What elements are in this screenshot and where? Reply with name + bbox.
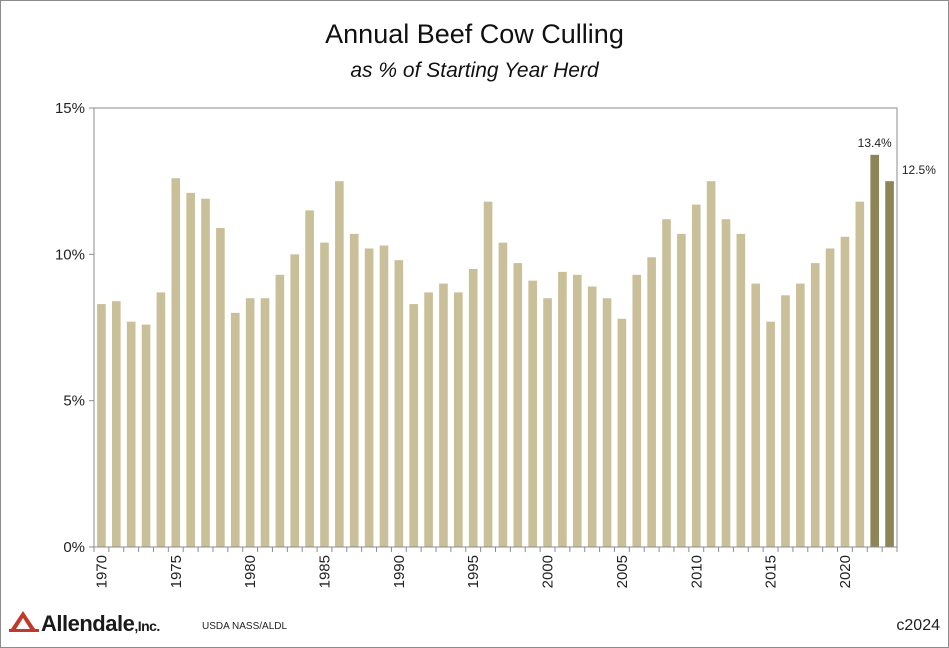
x-tick-label: 1980 <box>242 555 259 588</box>
bar-2012 <box>721 219 731 547</box>
copyright-note: c2024 <box>896 617 940 634</box>
bar-2016 <box>781 295 790 547</box>
bar-1998 <box>513 263 523 547</box>
bar-1990 <box>394 260 404 547</box>
bar-1976 <box>186 192 195 547</box>
bars-group <box>97 154 894 548</box>
bar-1983 <box>290 254 300 547</box>
bar-1980 <box>245 298 255 547</box>
bar-2019 <box>825 248 835 548</box>
bar-2015 <box>766 321 775 547</box>
allendale-logo: Allendale,Inc. <box>9 607 189 639</box>
x-tick-label: 2020 <box>837 555 854 588</box>
bar-1997 <box>498 242 508 547</box>
bar-1986 <box>335 181 344 548</box>
x-tick-label: 2010 <box>688 555 705 588</box>
bar-2004 <box>602 298 612 547</box>
allendale-logo-icon <box>9 611 39 632</box>
bar-1993 <box>439 283 448 547</box>
bar-1981 <box>260 298 270 547</box>
bar-1985 <box>320 242 329 547</box>
bar-2002 <box>572 274 582 547</box>
bar-2020 <box>840 236 850 547</box>
bar-2006 <box>632 274 642 547</box>
data-label-2022: 13.4% <box>858 136 892 150</box>
source-note: USDA NASS/ALDL <box>202 621 288 632</box>
bar-2005 <box>617 318 627 547</box>
x-tick-label: 2000 <box>540 555 557 588</box>
bar-1979 <box>230 312 240 547</box>
y-tick-label: 5% <box>63 393 85 410</box>
chart-title: Annual Beef Cow Culling <box>325 19 624 49</box>
bar-2010 <box>691 204 701 547</box>
x-tick-label: 1995 <box>465 555 482 588</box>
bar-2011 <box>706 181 716 548</box>
plot-border <box>93 107 898 548</box>
bar-1992 <box>424 292 433 547</box>
x-tick-label: 2015 <box>763 555 780 588</box>
bar-1977 <box>201 198 210 548</box>
bar-2014 <box>751 283 761 547</box>
bar-1989 <box>379 245 389 548</box>
bar-1995 <box>468 268 478 547</box>
logo-suffix: ,Inc. <box>134 618 160 634</box>
bar-2021 <box>855 201 865 547</box>
bar-1984 <box>305 210 314 547</box>
x-tick-label: 1970 <box>93 555 110 588</box>
bar-1972 <box>126 321 136 547</box>
bar-2013 <box>736 233 746 547</box>
x-tick-label: 1990 <box>391 555 408 588</box>
y-tick-label: 15% <box>55 100 85 117</box>
bar-1973 <box>141 324 151 547</box>
bar-1971 <box>111 301 121 547</box>
bar-1991 <box>409 304 419 547</box>
bar-2018 <box>810 263 820 547</box>
logo-name: Allendale <box>41 611 135 636</box>
bar-2007 <box>647 257 656 547</box>
bar-1982 <box>275 274 285 547</box>
bar-2008 <box>662 219 671 547</box>
bar-1988 <box>364 248 374 548</box>
x-tick-label: 1975 <box>168 555 185 588</box>
bar-1978 <box>216 227 225 548</box>
bar-2022 <box>870 154 879 547</box>
bar-1974 <box>156 292 166 547</box>
data-label-2023: 12.5% <box>902 163 936 177</box>
x-tick-label: 2005 <box>614 555 631 588</box>
bar-1975 <box>171 178 181 548</box>
bar-2000 <box>543 298 552 547</box>
bar-2017 <box>796 283 805 547</box>
bar-1999 <box>528 280 537 547</box>
y-tick-label: 10% <box>55 246 85 263</box>
y-tick-label: 0% <box>63 539 85 556</box>
labels-group: 0% 5% 10% 15% 1970 1975 1980 1985 1990 1995 2000 20… <box>55 100 936 588</box>
axes-group <box>89 107 898 552</box>
bar-2003 <box>587 286 597 547</box>
x-tick-label: 1985 <box>316 555 333 588</box>
bar-2023 <box>885 181 894 548</box>
bar-1987 <box>349 233 359 547</box>
plot-area <box>93 107 898 548</box>
bar-2001 <box>558 271 567 547</box>
bar-1994 <box>454 292 463 547</box>
chart-subtitle: as % of Starting Year Herd <box>350 59 599 82</box>
logo-text: Allendale,Inc. <box>41 611 160 637</box>
bar-1996 <box>483 201 493 547</box>
bar-2009 <box>677 233 686 547</box>
bar-1970 <box>97 304 106 547</box>
